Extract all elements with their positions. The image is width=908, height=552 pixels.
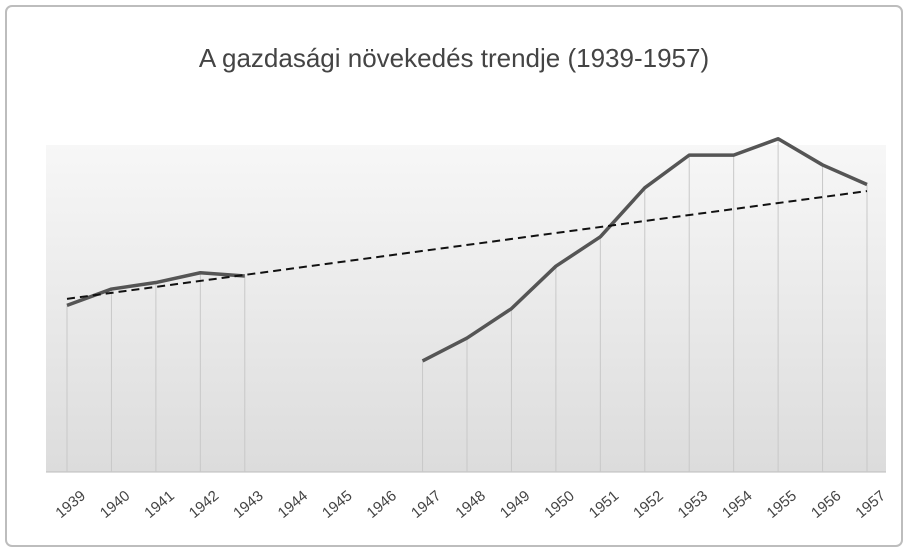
chart-title: A gazdasági növekedés trendje (1939-1957… xyxy=(199,43,709,73)
plot-area xyxy=(46,145,886,472)
trend-line xyxy=(66,190,868,300)
